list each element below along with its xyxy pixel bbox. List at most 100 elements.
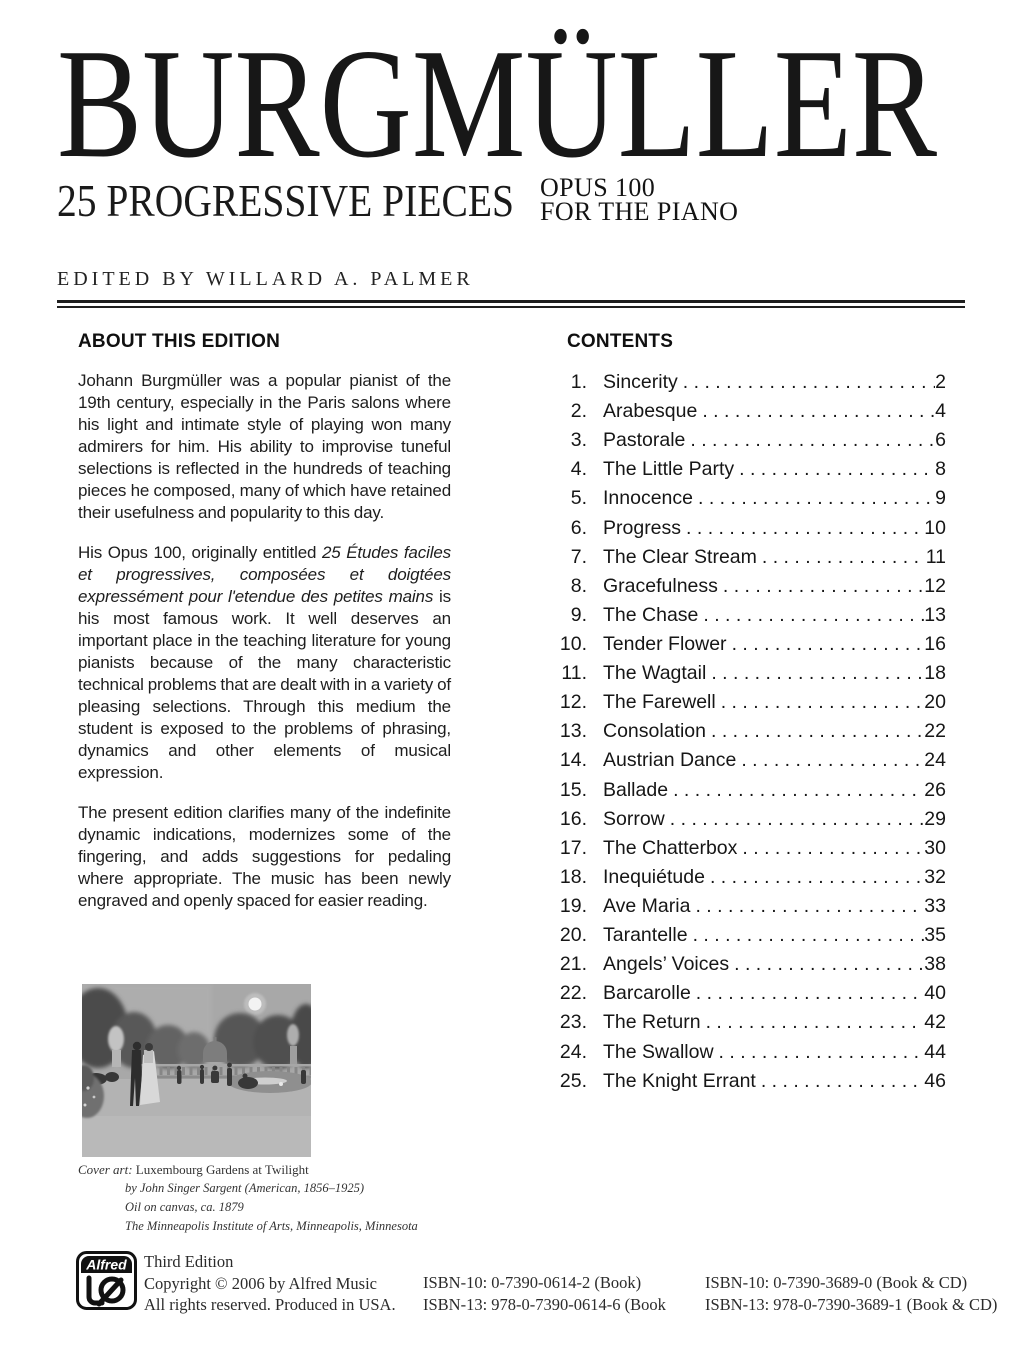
caption-line-4: The Minneapolis Institute of Arts, Minne… xyxy=(125,1219,418,1233)
toc-row: 9. The Chase 13 xyxy=(556,601,946,630)
toc-item-page: 32 xyxy=(924,865,946,888)
toc-item-number: 5. xyxy=(570,487,587,510)
toc-item-title: The Chase xyxy=(603,603,699,626)
toc-row: 25. The Knight Errant 46 xyxy=(556,1067,946,1096)
toc-item-page: 12 xyxy=(924,574,946,597)
dot-leader xyxy=(693,487,935,510)
toc-item-number: 14. xyxy=(559,749,587,772)
toc-item-number: 24. xyxy=(559,1040,587,1063)
dot-leader xyxy=(681,517,924,540)
toc-row: 4. The Little Party 8 xyxy=(556,455,946,484)
toc-item-title: The Wagtail xyxy=(603,662,707,685)
dot-leader xyxy=(757,546,926,569)
toc-item-page: 42 xyxy=(924,1011,946,1034)
toc-item-number: 6. xyxy=(570,516,587,539)
toc-row: 18. Inequiétude 32 xyxy=(556,863,946,892)
dot-leader xyxy=(685,429,935,452)
book-title-art: BURGMÜLLER xyxy=(57,18,937,168)
toc-row: 24. The Swallow 44 xyxy=(556,1038,946,1067)
book-subtitle: 25 PROGRESSIVE PIECES xyxy=(57,175,514,226)
toc-item-title: Progress xyxy=(603,516,682,539)
opus-instrument: FOR THE PIANO xyxy=(540,197,739,226)
toc-item-number: 13. xyxy=(559,720,587,743)
toc-item-title: Consolation xyxy=(603,720,706,743)
toc-item-page: 30 xyxy=(924,836,946,859)
toc-row: 3. Pastorale 6 xyxy=(556,426,946,455)
toc-row: 13. Consolation 22 xyxy=(556,717,946,746)
dot-leader xyxy=(736,749,924,772)
toc-row: 15. Ballade 26 xyxy=(556,776,946,805)
toc-row: 12. The Farewell 20 xyxy=(556,688,946,717)
toc-item-page: 46 xyxy=(924,1069,946,1092)
toc-item-title: Austrian Dance xyxy=(603,749,737,772)
toc-item-page: 16 xyxy=(924,632,946,655)
dot-leader xyxy=(737,837,924,860)
toc-item-title: Gracefulness xyxy=(603,574,718,597)
toc-item-number: 22. xyxy=(559,982,587,1005)
table-of-contents: 1. Sincerity 2 2. Arabesque 4 3. Pastora… xyxy=(556,368,946,1096)
toc-item-page: 9 xyxy=(935,487,946,510)
edition-block: Third Edition Copyright © 2006 by Alfred… xyxy=(144,1251,396,1316)
toc-item-title: The Return xyxy=(603,1011,701,1034)
alfred-logo-glyph xyxy=(86,1275,126,1307)
toc-row: 7. The Clear Stream 11 xyxy=(556,543,946,572)
about-paragraph-3: The present edition clarifies many of th… xyxy=(78,803,451,910)
dot-leader xyxy=(698,604,924,627)
isbn13-cd: ISBN-13: 978-0-7390-3689-1 (Book & CD) xyxy=(705,1294,998,1314)
toc-item-page: 38 xyxy=(924,953,946,976)
toc-item-title: Tarantelle xyxy=(603,924,688,947)
toc-row: 10. Tender Flower 16 xyxy=(556,630,946,659)
toc-item-page: 4 xyxy=(935,400,946,423)
toc-item-title: Arabesque xyxy=(603,400,698,423)
toc-item-page: 33 xyxy=(924,894,946,917)
about-paragraph-2: His Opus 100, originally entitled 25 Étu… xyxy=(78,542,451,784)
toc-item-page: 35 xyxy=(924,924,946,947)
editor-credit: EDITED BY WILLARD A. PALMER xyxy=(57,268,474,290)
toc-item-page: 18 xyxy=(924,662,946,685)
toc-item-title: Ave Maria xyxy=(603,894,691,917)
dot-leader xyxy=(729,953,924,976)
caption-label: Cover art: xyxy=(78,1162,133,1177)
toc-row: 23. The Return 42 xyxy=(556,1008,946,1037)
couple-figures xyxy=(130,1041,160,1106)
dot-leader xyxy=(718,575,924,598)
toc-row: 19. Ave Maria 33 xyxy=(556,892,946,921)
dome-silhouette xyxy=(203,1037,227,1062)
toc-item-title: The Swallow xyxy=(603,1040,714,1063)
dot-leader xyxy=(668,779,924,802)
dot-leader xyxy=(665,808,925,831)
toc-row: 20. Tarantelle 35 xyxy=(556,921,946,950)
divider-rule-thin xyxy=(57,306,965,308)
dot-leader xyxy=(691,982,925,1005)
edition-line: Third Edition xyxy=(144,1252,234,1271)
toc-item-title: The Chatterbox xyxy=(603,836,738,859)
toc-item-title: Tender Flower xyxy=(603,632,727,655)
about-heading: ABOUT THIS EDITION xyxy=(78,331,281,352)
toc-item-number: 18. xyxy=(559,865,587,888)
toc-item-title: The Knight Errant xyxy=(603,1069,756,1092)
isbn13-book: ISBN-13: 978-0-7390-0614-6 (Book xyxy=(423,1294,666,1314)
toc-item-page: 40 xyxy=(924,982,946,1005)
copyright-line: Copyright © 2006 by Alfred Music xyxy=(144,1273,377,1293)
dot-leader xyxy=(734,458,935,481)
caption-line-3: Oil on canvas, ca. 1879 xyxy=(125,1200,244,1214)
about-paragraph-1: Johann Burgmüller was a popular pianist … xyxy=(78,371,451,522)
caption-art-title: Luxembourg Gardens at Twilight xyxy=(135,1162,309,1177)
dot-leader xyxy=(697,400,935,423)
toc-item-number: 8. xyxy=(570,574,587,597)
toc-item-number: 12. xyxy=(559,691,587,714)
isbn-book-block: ISBN-10: 0-7390-0614-2 (Book) ISBN-13: 9… xyxy=(423,1272,666,1315)
dot-leader xyxy=(714,1041,925,1064)
dot-leader xyxy=(688,924,925,947)
toc-item-page: 8 xyxy=(935,458,946,481)
cover-painting xyxy=(82,984,311,1157)
toc-item-title: The Farewell xyxy=(603,691,716,714)
toc-item-title: Inequiétude xyxy=(603,865,705,888)
toc-item-number: 19. xyxy=(559,894,587,917)
dot-leader xyxy=(727,633,925,656)
toc-item-page: 11 xyxy=(925,545,946,568)
toc-item-page: 6 xyxy=(935,429,946,452)
contents-heading: CONTENTS xyxy=(567,331,674,352)
toc-item-number: 21. xyxy=(559,953,587,976)
toc-item-page: 13 xyxy=(924,603,946,626)
